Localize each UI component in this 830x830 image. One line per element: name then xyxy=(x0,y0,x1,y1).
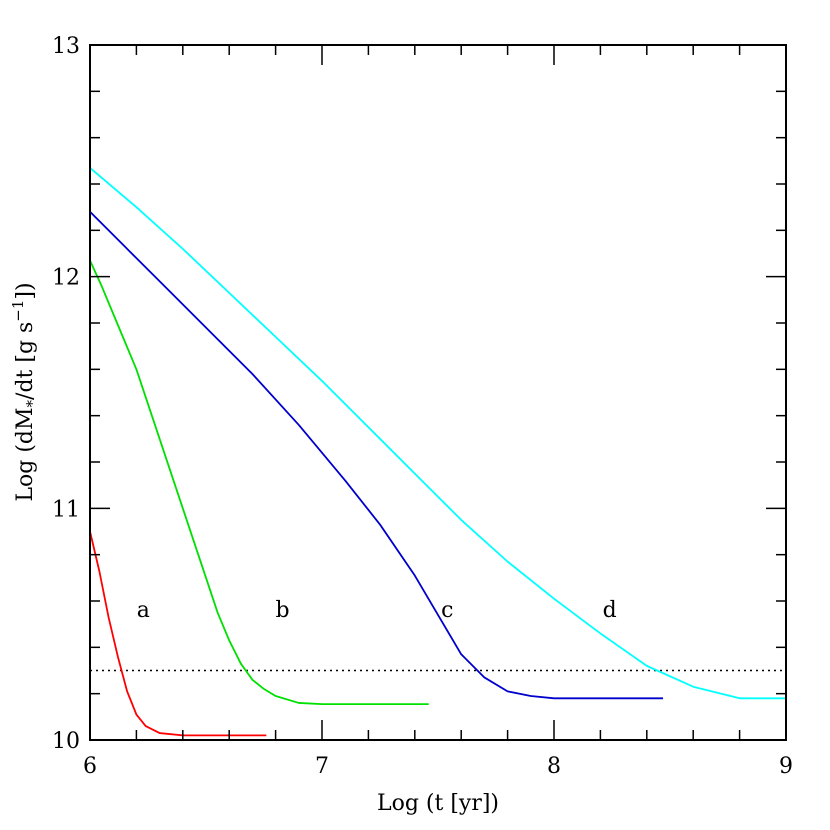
plot-area: a b c d xyxy=(89,167,786,737)
series-line-a xyxy=(89,531,267,737)
y-tick-label: 12 xyxy=(52,266,80,291)
y-tick-label: 11 xyxy=(52,497,80,522)
x-axis-title: Log (t [yr]) xyxy=(377,791,499,816)
axis-ticks xyxy=(89,44,787,741)
series-line-d xyxy=(89,167,786,700)
y-tick-label: 13 xyxy=(52,34,80,59)
y-axis-title-pre: Log (dM xyxy=(13,407,38,501)
y-axis-title-post: ]) xyxy=(13,282,38,299)
y-axis-title: Log (dM*/dt [g s−1]) xyxy=(9,282,41,501)
x-tick-label: 9 xyxy=(779,754,793,779)
x-tick-label: 6 xyxy=(83,754,97,779)
y-axis-title-sup: −1 xyxy=(9,300,27,322)
axis-tick-labels: 6 7 8 9 10 11 12 13 xyxy=(52,34,793,779)
series-label-b: b xyxy=(276,598,290,623)
series-line-b xyxy=(89,260,429,705)
x-tick-label: 7 xyxy=(315,754,329,779)
plot-frame xyxy=(89,44,787,741)
series-label-a: a xyxy=(137,598,150,623)
y-axis-title-mid: /dt [g s xyxy=(13,322,38,400)
series-label-c: c xyxy=(441,598,453,623)
x-tick-label: 8 xyxy=(547,754,561,779)
series-line-c xyxy=(89,211,664,700)
series-label-d: d xyxy=(603,598,617,623)
y-tick-label: 10 xyxy=(52,729,80,754)
y-axis-title-sub: * xyxy=(23,399,41,407)
